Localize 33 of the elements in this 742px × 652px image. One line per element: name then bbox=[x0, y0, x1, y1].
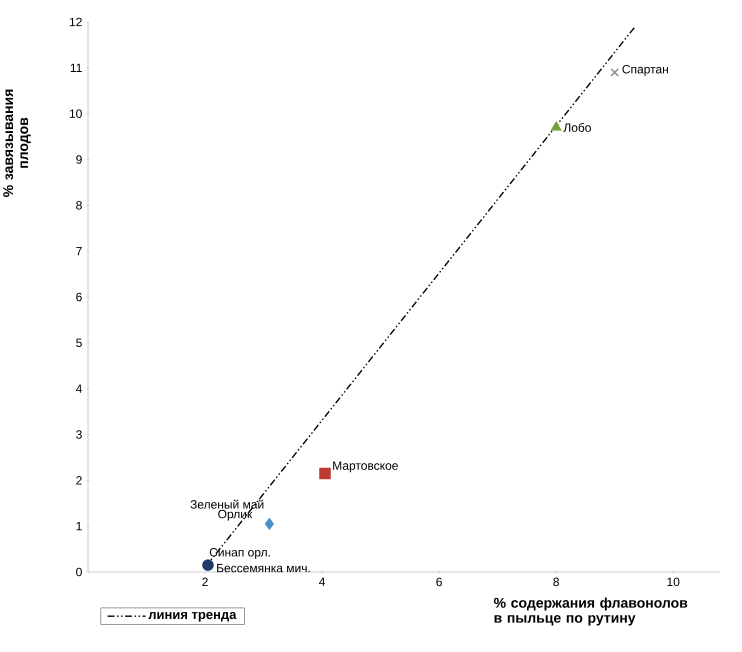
x-tick-label: 8 bbox=[553, 578, 559, 586]
legend-label: линия тренда bbox=[148, 612, 236, 622]
x-tick-label: 4 bbox=[319, 578, 326, 586]
point bbox=[551, 122, 562, 131]
y-tick-label: 1 bbox=[76, 522, 82, 530]
y-tick-label: 0 bbox=[76, 568, 82, 576]
annotation: Мартовское bbox=[333, 462, 398, 472]
y-tick-label: 11 bbox=[70, 64, 82, 72]
point bbox=[264, 518, 274, 530]
y-tick-label: 7 bbox=[76, 247, 82, 256]
x-tick-label: 2 bbox=[202, 578, 208, 586]
point bbox=[202, 559, 214, 571]
y-tick-label: 3 bbox=[76, 430, 82, 439]
x-axis-title: % содержания флавонолов в пыльце по рутину bbox=[494, 598, 688, 626]
y-tick-label: 8 bbox=[76, 201, 82, 210]
y-tick-label: 12 bbox=[70, 18, 82, 26]
annotation: Орлик bbox=[218, 510, 252, 521]
y-tick-label: 4 bbox=[76, 384, 82, 393]
point bbox=[319, 468, 331, 480]
x-tick-label: 6 bbox=[436, 578, 442, 586]
y-tick-label: 9 bbox=[76, 155, 82, 164]
y-tick-label: 2 bbox=[76, 476, 82, 485]
y-tick-label: 6 bbox=[76, 292, 82, 302]
annotation: Лобо bbox=[563, 122, 591, 132]
annotation: Бессемянка мич. bbox=[217, 564, 310, 572]
x-tick-label: 10 bbox=[667, 578, 680, 586]
annotation: Спартан bbox=[622, 64, 668, 76]
point bbox=[610, 68, 619, 77]
annotation: Синап орл. bbox=[210, 548, 270, 559]
y-axis-title: % завязывания плодов bbox=[3, 90, 31, 197]
y-tick-label: 5 bbox=[76, 338, 82, 347]
y-tick-label: 10 bbox=[70, 109, 82, 118]
annotation: Зеленый май bbox=[190, 500, 264, 509]
